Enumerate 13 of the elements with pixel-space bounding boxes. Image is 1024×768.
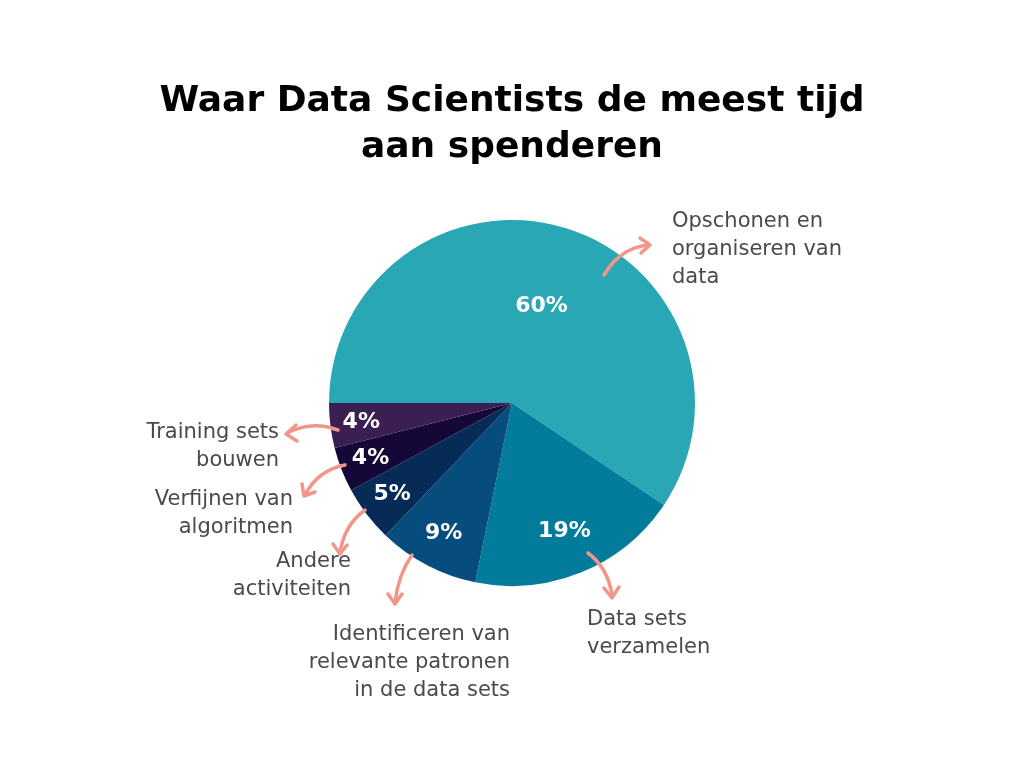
chart-title: Waar Data Scientists de meest tijd aan spenderen	[158, 77, 866, 167]
data-label: 4%	[351, 444, 390, 470]
data-label: 19%	[538, 516, 591, 542]
data-label: 60%	[515, 291, 568, 317]
slice-label: Verfijnen van algoritmen	[154, 486, 293, 539]
data-label: 5%	[373, 480, 411, 506]
slice-label: Andere activiteiten	[232, 548, 351, 601]
slice-label: Identificeren van relevante patronen in de data sets	[308, 621, 510, 702]
slice-label: Opschonen en organiseren van data	[672, 208, 842, 289]
data-label: 4%	[342, 407, 380, 433]
data-label: 9%	[424, 519, 463, 545]
slice-label: Training sets bouwen	[145, 419, 279, 472]
slice-label: Data sets verzamelen	[587, 606, 711, 659]
